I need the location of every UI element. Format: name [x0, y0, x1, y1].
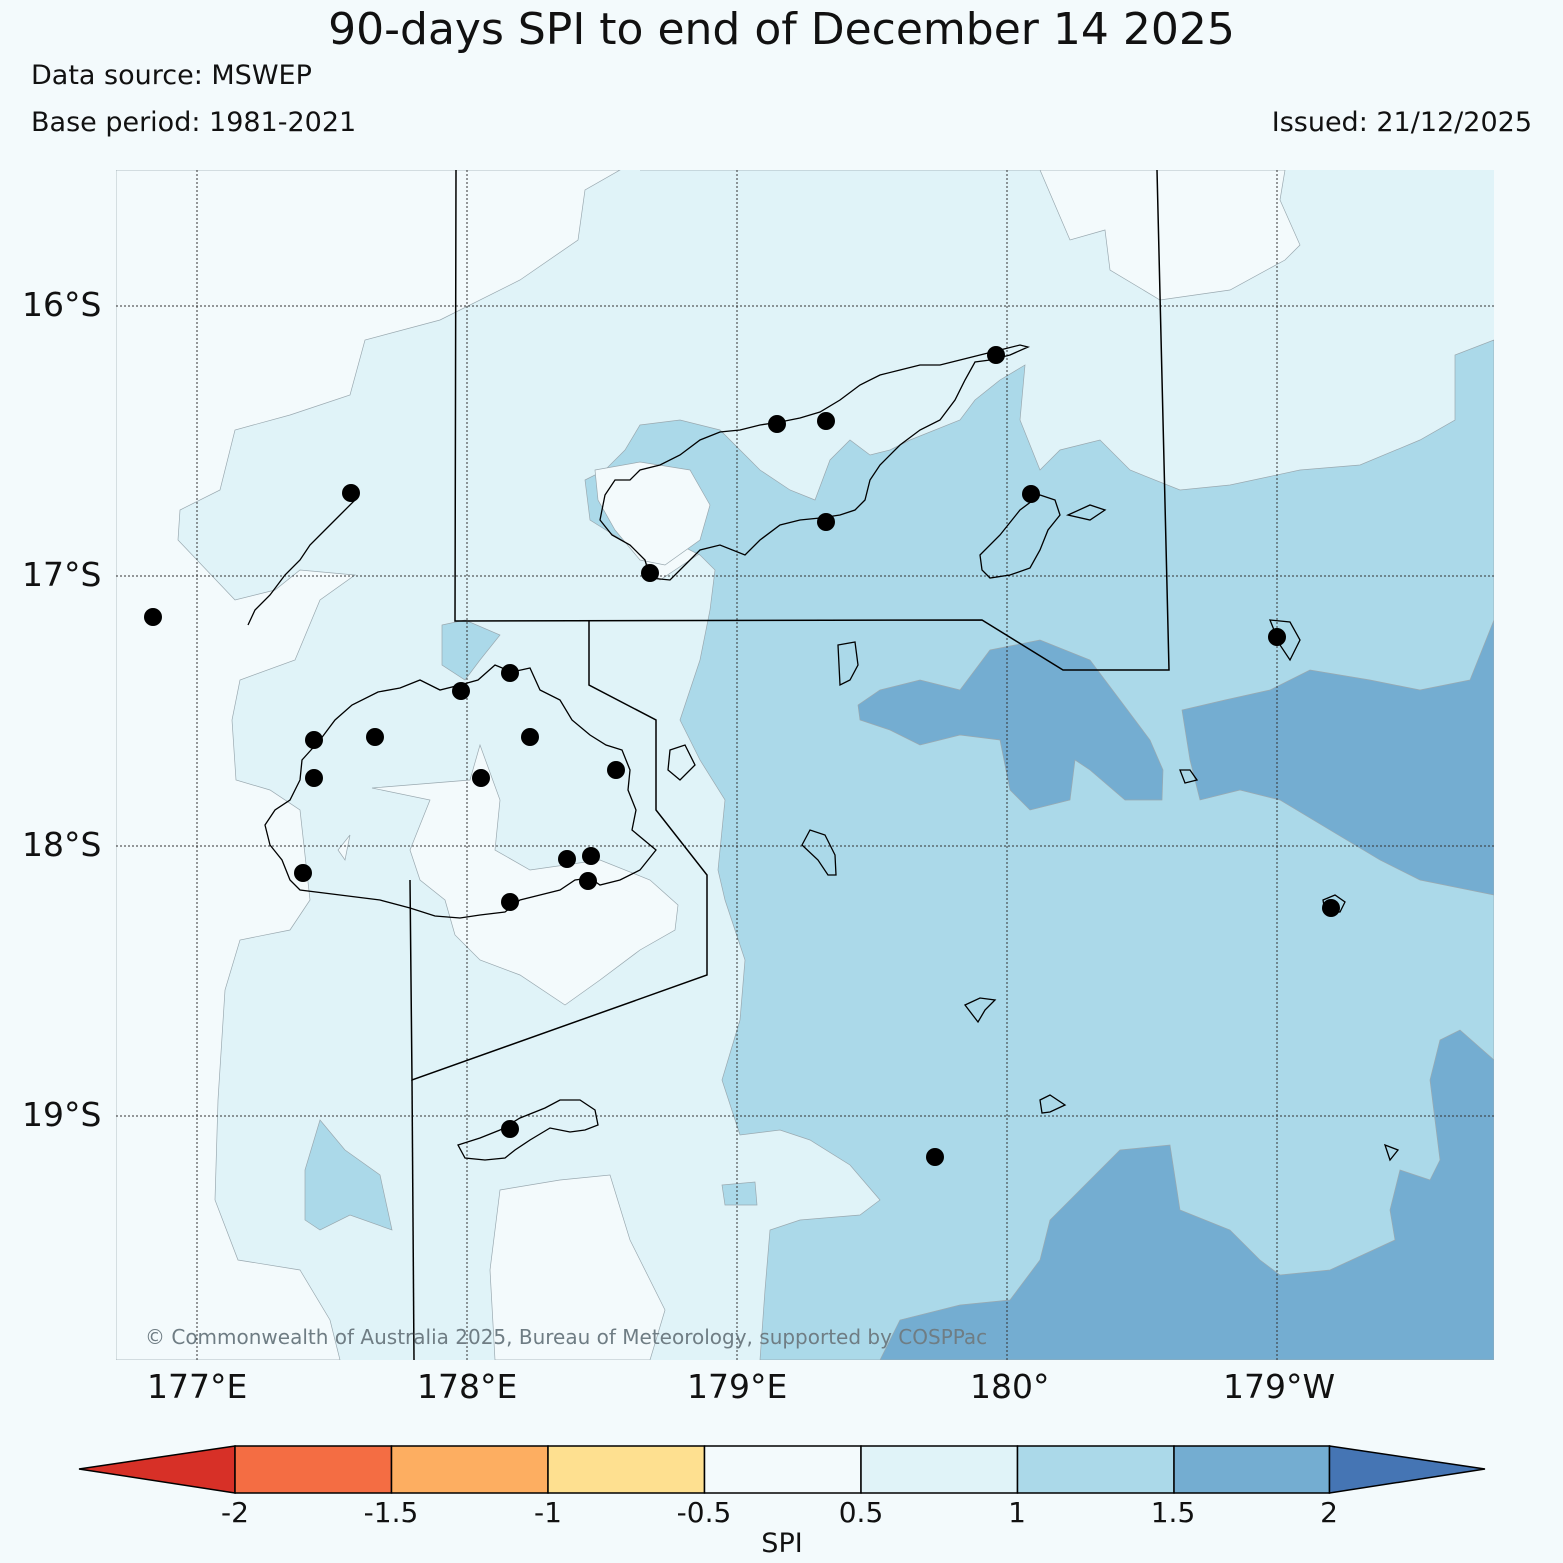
station-marker[interactable] [144, 608, 162, 626]
central-western-boundary [409, 621, 708, 1082]
viti-levu-coast [264, 664, 657, 919]
colorbar-tick-label: 1.5 [1150, 1496, 1196, 1529]
yasawa-group-coast [247, 499, 356, 626]
graticule [116, 170, 1494, 1360]
base-period-label: Base period: 1981-2021 [31, 107, 357, 138]
spi-region-neutral-west [116, 170, 621, 1360]
lon-label-179w: 179°W [1223, 1367, 1336, 1406]
station-marker[interactable] [1322, 899, 1340, 917]
spi-region-wet-1-1.5-east [584, 339, 1494, 1360]
data-source-label: Data source: MSWEP [31, 60, 312, 91]
colorbar-label: SPI [761, 1528, 803, 1559]
colorbar-tick-label: 1 [1008, 1496, 1026, 1529]
colorbar-segment [860, 1445, 1019, 1494]
colorbar-segment-below-minus2 [78, 1445, 236, 1494]
spi-region-neutral-north [640, 170, 1301, 301]
lon-label-177e: 177°E [147, 1367, 248, 1406]
station-marker[interactable] [926, 1148, 944, 1166]
lat-label-16s: 16°S [22, 285, 102, 324]
totoya-islet [1383, 1143, 1400, 1162]
station-marker[interactable] [607, 761, 625, 779]
issued-date-label: Issued: 21/12/2025 [1271, 107, 1532, 138]
station-marker[interactable] [305, 769, 323, 787]
kadavu-coast [457, 1099, 599, 1161]
station-marker[interactable] [579, 872, 597, 890]
lon-label-178e: 178°E [417, 1367, 518, 1406]
spi-region-neutral-inland [337, 834, 351, 861]
colorbar-segment [703, 1445, 862, 1494]
lomaiviti-islet-1 [667, 744, 696, 781]
colorbar-tick-label: 2 [1320, 1496, 1338, 1529]
spi-region-wet-1.5-2-east [1181, 619, 1494, 896]
northern-division-boundary [454, 170, 1170, 671]
copyright-notice: © Commonwealth of Australia 2025, Bureau… [145, 1325, 988, 1349]
station-marker[interactable] [366, 728, 384, 746]
station-marker[interactable] [305, 731, 323, 749]
gau-island-coast [837, 641, 859, 687]
station-marker[interactable] [817, 412, 835, 430]
station-marker[interactable] [452, 682, 470, 700]
colorbar-tick-label: -1 [534, 1496, 562, 1529]
colorbar-tick-label: -1.5 [363, 1496, 419, 1529]
station-marker[interactable] [501, 1120, 519, 1138]
spi-region-wet-1.5-2-south [879, 1029, 1494, 1360]
colorbar-segment [1173, 1445, 1331, 1494]
qamea-islet [1065, 504, 1107, 521]
station-marker[interactable] [768, 415, 786, 433]
station-marker[interactable] [472, 769, 490, 787]
lon-label-179e: 179°E [687, 1367, 788, 1406]
station-marker[interactable] [987, 346, 1005, 364]
spi-region-neutral-viti-levu [371, 743, 679, 1006]
colorbar-tick-label: 0.5 [838, 1496, 884, 1529]
station-marker[interactable] [1268, 628, 1286, 646]
lau-islet-3 [1179, 769, 1199, 784]
station-markers [144, 346, 1340, 1166]
coastlines [247, 344, 1400, 1162]
spi-region-wet-1-1.5-west [304, 1119, 393, 1231]
spi-region-wet-1-1.5-south [721, 1181, 758, 1206]
taveuni-coast [979, 494, 1061, 579]
colorbar-tick-label: -2 [221, 1496, 249, 1529]
spi-region-wet-1-1.5-islet [441, 619, 501, 681]
station-marker[interactable] [501, 664, 519, 682]
spi-region-neutral-south [489, 1174, 666, 1360]
western-boundary [411, 1079, 415, 1360]
colorbar-segment [390, 1445, 549, 1494]
station-marker[interactable] [582, 847, 600, 865]
colorbar-tick-label: -0.5 [676, 1496, 732, 1529]
lon-label-180: 180° [970, 1367, 1050, 1406]
division-boundaries [409, 170, 1170, 1360]
lat-label-17s: 17°S [22, 555, 102, 594]
map-title: 90-days SPI to end of December 14 2025 [328, 4, 1235, 55]
spi-region-wet-1.5-2-central [857, 639, 1164, 811]
station-marker[interactable] [294, 864, 312, 882]
spi-colorbar [78, 1445, 1486, 1494]
colorbar-segment [1016, 1445, 1175, 1494]
lomaiviti-islet-2 [963, 997, 997, 1024]
koro-island-coast [801, 829, 837, 876]
spi-region-neutral-savusavu [594, 461, 711, 566]
colorbar-segment-above-2 [1328, 1445, 1486, 1494]
station-marker[interactable] [558, 850, 576, 868]
lat-label-19s: 19°S [22, 1095, 102, 1134]
lau-islet-1 [1039, 1094, 1067, 1114]
lat-label-18s: 18°S [22, 825, 102, 864]
station-marker[interactable] [641, 564, 659, 582]
station-marker[interactable] [342, 484, 360, 502]
station-marker[interactable] [501, 893, 519, 911]
station-marker[interactable] [1022, 485, 1040, 503]
station-marker[interactable] [817, 513, 835, 531]
station-marker[interactable] [521, 728, 539, 746]
colorbar-segment [547, 1445, 706, 1494]
spi-shading-layer [116, 170, 1494, 1360]
colorbar-segment [234, 1445, 393, 1494]
